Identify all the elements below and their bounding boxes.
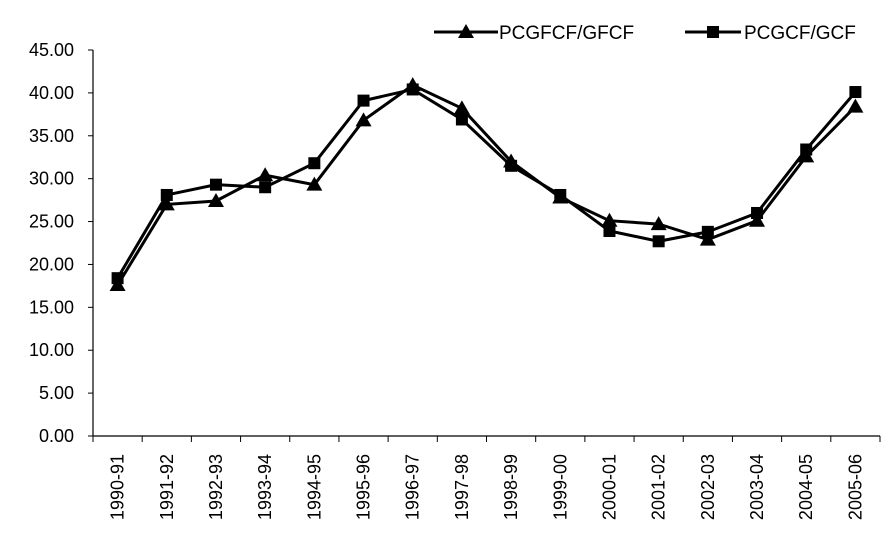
- x-tick-label: 1994-95: [304, 454, 324, 520]
- x-tick-label: 1997-98: [452, 454, 472, 520]
- square-marker: [160, 188, 173, 201]
- triangle-marker: [847, 98, 864, 113]
- legend-triangle-marker: [458, 24, 474, 38]
- legend-label: PCGCF/GCF: [744, 23, 856, 44]
- y-tick-label: 0.00: [39, 426, 74, 446]
- square-marker: [652, 235, 665, 248]
- y-tick-label: 45.00: [29, 40, 74, 60]
- series-layer: [109, 77, 864, 292]
- y-tick-label: 5.00: [39, 383, 74, 403]
- square-marker: [455, 113, 468, 126]
- triangle-marker: [453, 100, 470, 115]
- x-tick-label: 1995-96: [354, 454, 374, 520]
- square-marker: [406, 83, 419, 96]
- square-marker: [209, 178, 222, 191]
- triangle-marker: [207, 192, 224, 207]
- square-marker: [603, 224, 616, 237]
- x-tick-label: 1991-92: [157, 454, 177, 520]
- square-marker: [701, 225, 714, 238]
- square-marker: [357, 94, 370, 107]
- series-line: [116, 83, 857, 286]
- triangle-marker: [257, 167, 274, 182]
- legend-label: PCGFCF/GFCF: [499, 23, 634, 44]
- axes: 0.00 5.00 10.00 15.00 20.00 25.00 30.00 35.00 40…: [29, 40, 881, 520]
- triangle-marker: [699, 231, 716, 246]
- square-marker: [111, 272, 124, 285]
- x-tick-label: 1996-97: [403, 454, 423, 520]
- x-tick-label: 2001-02: [649, 454, 669, 520]
- legend: PCGFCF/GFCF PCGCF/GCF: [434, 23, 856, 44]
- y-tick-label: 15.00: [29, 297, 74, 317]
- square-marker: [308, 157, 321, 170]
- y-tick-label: 25.00: [29, 212, 74, 232]
- y-tick-label: 20.00: [29, 254, 74, 274]
- square-marker: [800, 143, 813, 156]
- triangle-marker: [749, 212, 766, 227]
- x-tick-label: 1993-94: [255, 454, 275, 520]
- y-tick-label: 35.00: [29, 126, 74, 146]
- legend-square-marker: [707, 26, 719, 38]
- triangle-marker: [158, 196, 175, 211]
- square-marker: [259, 181, 272, 194]
- x-tick-label: 1990-91: [108, 454, 128, 520]
- square-marker: [751, 206, 764, 219]
- square-marker: [554, 188, 567, 201]
- y-tick-label: 30.00: [29, 169, 74, 189]
- x-tick-label: 2005-06: [845, 454, 865, 520]
- series-pcgcf-gcf: [111, 83, 862, 285]
- triangle-marker: [355, 112, 372, 127]
- x-tick-label: 1992-93: [206, 454, 226, 520]
- triangle-marker: [601, 212, 618, 227]
- y-tick-label: 40.00: [29, 83, 74, 103]
- legend-item: PCGFCF/GFCF: [434, 23, 634, 44]
- square-marker: [505, 159, 518, 172]
- x-tick-label: 1999-00: [550, 454, 570, 520]
- x-tick-label: 2002-03: [698, 454, 718, 520]
- square-marker: [849, 86, 862, 99]
- x-tick-label: 1998-99: [501, 454, 521, 520]
- x-tick-label: 2004-05: [796, 454, 816, 520]
- y-tick-label: 10.00: [29, 340, 74, 360]
- triangle-marker: [306, 176, 323, 191]
- series-line: [116, 87, 857, 279]
- triangle-marker: [650, 216, 667, 231]
- x-tick-label: 2003-04: [747, 454, 767, 520]
- legend-item: PCGCF/GCF: [685, 23, 856, 44]
- x-tick-label: 2000-01: [599, 454, 619, 520]
